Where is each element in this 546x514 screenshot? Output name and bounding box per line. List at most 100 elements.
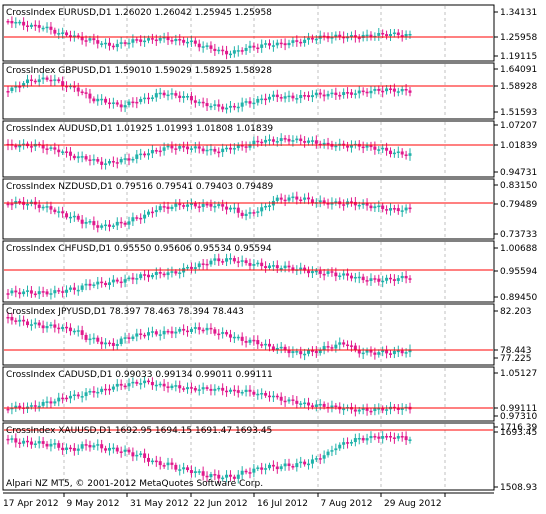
candle-bear — [201, 329, 205, 332]
candle-bull — [213, 206, 217, 208]
candle-bear — [96, 337, 100, 342]
candle-bear — [154, 460, 158, 463]
candle-bull — [14, 21, 18, 24]
candle-bear — [283, 346, 287, 351]
candle-bull — [396, 278, 400, 281]
candle-bear — [307, 95, 311, 98]
pane-title: CrossIndex XAUUSD,D1 1692.95 1694.15 169… — [6, 426, 272, 436]
candle-bull — [326, 451, 330, 456]
candle-bull — [49, 147, 53, 149]
candle-bull — [310, 140, 314, 142]
candle-bear — [92, 391, 96, 393]
candle-bull — [260, 393, 264, 395]
candle-bull — [107, 447, 111, 451]
pane-frame — [2, 120, 495, 178]
candle-bull — [154, 93, 158, 98]
candle-bull — [228, 53, 232, 56]
candle-bull — [303, 39, 307, 43]
time-axis-label: 9 May 2012 — [67, 499, 120, 509]
candle-bear — [6, 21, 10, 23]
candle-bull — [236, 336, 240, 339]
candle-bull — [271, 94, 275, 97]
candle-bear — [150, 38, 154, 40]
candle-bull — [127, 221, 131, 225]
candle-bear — [209, 203, 213, 207]
indicator-pane-6[interactable]: CrossIndex JPYUSD,D1 78.397 78.463 78.39… — [2, 303, 532, 366]
candle-bull — [252, 468, 256, 473]
candle-bear — [88, 93, 92, 99]
candle-bear — [213, 148, 217, 152]
candle-bear — [385, 350, 389, 354]
candle-bull — [22, 440, 26, 444]
candle-bull — [361, 352, 365, 355]
candle-bear — [80, 330, 84, 335]
pane-frame — [2, 422, 495, 491]
candle-bull — [392, 152, 396, 155]
indicator-pane-2[interactable]: CrossIndex GBPUSD,D1 1.59010 1.59029 1.5… — [2, 62, 537, 120]
candle-bear — [279, 42, 283, 45]
candle-bull — [357, 409, 361, 412]
candle-bear — [240, 212, 244, 216]
candle-bear — [408, 207, 412, 210]
candle-bear — [18, 201, 22, 203]
candle-bull — [111, 386, 115, 390]
candle-bear — [14, 145, 18, 148]
candle-bear — [299, 199, 303, 202]
candle-bear — [33, 24, 37, 27]
candle-bull — [377, 408, 381, 410]
candle-bear — [119, 221, 123, 224]
candle-bull — [107, 282, 111, 286]
candle-bear — [205, 263, 209, 266]
candle-bear — [162, 206, 166, 208]
indicator-pane-8[interactable]: CrossIndex XAUUSD,D1 1692.95 1694.15 169… — [2, 422, 537, 493]
candle-bear — [392, 279, 396, 281]
candle-bull — [135, 333, 139, 337]
candle-bear — [279, 197, 283, 200]
candle-bull — [37, 291, 41, 295]
candle-bull — [174, 331, 178, 334]
candle-bull — [104, 342, 108, 345]
candle-bear — [225, 390, 229, 393]
candle-bear — [123, 42, 127, 44]
candle-bear — [275, 94, 279, 98]
candle-bear — [373, 278, 377, 280]
candle-bear — [287, 138, 291, 142]
candle-bull — [307, 463, 311, 466]
candle-bull — [53, 401, 57, 404]
indicator-pane-3[interactable]: CrossIndex AUDUSD,D1 1.01925 1.01993 1.0… — [2, 120, 537, 178]
time-axis-label: 29 Aug 2012 — [384, 499, 442, 509]
candle-bull — [115, 43, 119, 48]
candle-bull — [186, 387, 190, 390]
candle-bull — [369, 436, 373, 439]
candle-bear — [6, 203, 10, 206]
candle-bear — [100, 281, 104, 284]
candle-bull — [322, 142, 326, 145]
candle-bull — [92, 337, 96, 340]
candle-bear — [65, 326, 69, 329]
candle-bull — [131, 381, 135, 384]
candle-bear — [119, 281, 123, 284]
candle-bear — [186, 467, 190, 471]
candle-bear — [143, 274, 147, 276]
candle-bull — [287, 95, 291, 98]
candle-bull — [236, 145, 240, 149]
pane-frame — [2, 4, 495, 62]
indicator-pane-7[interactable]: CrossIndex CADUSD,D1 0.99033 0.99134 0.9… — [2, 366, 537, 422]
candle-bull — [33, 322, 37, 325]
candle-bear — [127, 337, 131, 339]
candle-bear — [365, 408, 369, 411]
candle-bull — [10, 407, 14, 410]
indicator-pane-5[interactable]: CrossIndex CHFUSD,D1 0.95550 0.95606 0.9… — [2, 240, 537, 303]
candle-bear — [18, 442, 22, 445]
price-axis-label: 1.05127 — [500, 369, 537, 379]
candle-bear — [119, 451, 123, 453]
candle-bull — [342, 442, 346, 445]
candle-bull — [193, 267, 197, 269]
candle-bull — [201, 203, 205, 207]
indicator-pane-4[interactable]: CrossIndex NZDUSD,D1 0.79516 0.79541 0.7… — [2, 178, 537, 240]
candle-bull — [131, 336, 135, 339]
indicator-pane-1[interactable]: CrossIndex EURUSD,D1 1.26020 1.26042 1.2… — [2, 4, 537, 62]
candle-bear — [193, 100, 197, 103]
price-axis-current-label: 0.99111 — [500, 404, 537, 414]
candle-bull — [197, 471, 201, 473]
